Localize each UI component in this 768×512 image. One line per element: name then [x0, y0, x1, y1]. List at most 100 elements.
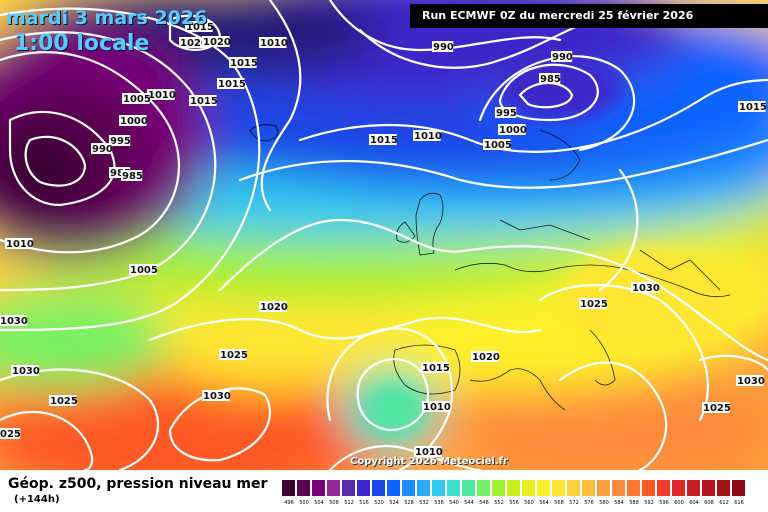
forecast-offset: (+144h) — [14, 494, 60, 505]
forecast-date: mardi 3 mars 2026 — [6, 7, 208, 29]
legend-swatch — [387, 480, 401, 496]
map-footer: Géop. z500, pression niveau mer (+144h) … — [0, 470, 768, 512]
isobar-label-bg — [185, 21, 213, 32]
isobar-label: 1015 — [218, 79, 246, 90]
legend-tick-label: 516 — [359, 500, 369, 506]
isobar-label-bg — [202, 390, 230, 401]
legend-swatch — [732, 480, 746, 496]
legend-swatch — [657, 480, 671, 496]
legend-swatch — [417, 480, 431, 496]
isobar-label-bg — [119, 115, 147, 126]
legend-swatch — [507, 480, 521, 496]
chart-title: Géop. z500, pression niveau mer — [8, 476, 268, 492]
legend-tick-label: 548 — [479, 500, 489, 506]
isobar-label: 1020 — [180, 38, 208, 49]
isobar-label: 1010 — [6, 239, 34, 250]
isobar-label-bg — [259, 37, 287, 48]
legend-tick-label: 540 — [449, 500, 459, 506]
legend-tick-label: 512 — [344, 500, 354, 506]
isobar-label-bg — [217, 78, 245, 89]
legend-swatch — [477, 480, 491, 496]
isobar-label: 1030 — [12, 366, 40, 377]
legend-tick-label: 588 — [629, 500, 639, 506]
legend-swatch — [342, 480, 356, 496]
model-run-info: Run ECMWF 0Z du mercredi 25 février 2026 — [410, 4, 768, 28]
isobar-label-bg — [129, 264, 157, 275]
isobar-label-bg — [413, 130, 441, 141]
isobar-label-bg — [122, 93, 150, 104]
legend-tick-label: 496 — [284, 500, 294, 506]
legend-swatch — [432, 480, 446, 496]
legend-tick-label: 576 — [584, 500, 594, 506]
legend-swatch — [552, 480, 566, 496]
isobar-label: 1030 — [0, 316, 28, 327]
isobar-label-bg — [259, 301, 287, 312]
isobar-label: 1015 — [422, 363, 450, 374]
legend-tick-label: 608 — [704, 500, 714, 506]
legend-tick-label: 580 — [599, 500, 609, 506]
isobar-label: 1000 — [120, 116, 148, 127]
isobar-label-bg — [229, 57, 257, 68]
legend-tick-label: 500 — [299, 500, 309, 506]
legend-swatch — [627, 480, 641, 496]
isobar-label-bg — [91, 143, 113, 154]
isobar-label: 1000 — [499, 125, 527, 136]
legend-tick-label: 584 — [614, 500, 624, 506]
isobar-label: 1015 — [190, 96, 218, 107]
legend-tick-label: 592 — [644, 500, 654, 506]
isobar-label: 1015 — [370, 135, 398, 146]
forecast-time: 1:00 locale — [14, 31, 150, 56]
color-legend: 496 500 504 508 512 516 520 524 528 532 536 540 544 5… — [282, 480, 758, 510]
legend-swatch — [717, 480, 731, 496]
isobar-label-bg — [11, 365, 39, 376]
isobar-label: 1015 — [230, 58, 258, 69]
isobar-label: 1015 — [739, 102, 767, 113]
isobar-label: 1030 — [632, 283, 660, 294]
isobar-label-bg — [0, 428, 21, 439]
legend-swatch — [372, 480, 386, 496]
legend-swatch — [612, 480, 626, 496]
copyright-notice: Copyright 2026 Meteociel.fr — [350, 456, 508, 467]
isobar-label: 1030 — [737, 376, 765, 387]
legend-tick-label: 564 — [539, 500, 549, 506]
legend-tick-label: 544 — [464, 500, 474, 506]
legend-tick-label: 572 — [569, 500, 579, 506]
legend-swatch — [672, 480, 686, 496]
isobar-label-bg — [483, 139, 511, 150]
isobar-label-bg — [702, 402, 730, 413]
isobar-label: 1010 — [260, 38, 288, 49]
isobar-label: 1020 — [203, 37, 231, 48]
isobar-label: 995 — [110, 136, 131, 147]
legend-tick-label: 600 — [674, 500, 684, 506]
isobar-label: 1010 — [423, 402, 451, 413]
isobar-label-bg — [179, 37, 207, 48]
legend-tick-label: 508 — [329, 500, 339, 506]
isobar-label-bg — [579, 298, 607, 309]
isobar-label-bg — [738, 101, 766, 112]
legend-tick-label: 532 — [419, 500, 429, 506]
legend-swatch — [642, 480, 656, 496]
legend-tick-label: 520 — [374, 500, 384, 506]
legend-swatch — [687, 480, 701, 496]
legend-swatch — [462, 480, 476, 496]
isobar-label: 985 — [540, 74, 561, 85]
isobar-label-bg — [432, 41, 454, 52]
isobar-label-bg — [471, 351, 499, 362]
isobar-label-bg — [495, 107, 517, 118]
isobar-label-bg — [422, 401, 450, 412]
isobar-label-bg — [189, 95, 217, 106]
legend-swatch — [492, 480, 506, 496]
legend-swatch — [447, 480, 461, 496]
legend-tick-label: 556 — [509, 500, 519, 506]
isobar-label-bg — [121, 170, 143, 181]
weather-map: 1015 1020 1020 1010 1015 1015 1015 1010 1005 1000… — [0, 0, 768, 470]
isobar-label-bg — [498, 124, 526, 135]
legend-tick-label: 612 — [719, 500, 729, 506]
legend-tick-label: 604 — [689, 500, 699, 506]
isobar-label: 985 — [110, 168, 131, 179]
legend-swatch — [567, 480, 581, 496]
isobar-label: 1025 — [220, 350, 248, 361]
isobar-label-bg — [539, 73, 561, 84]
legend-tick-label: 504 — [314, 500, 324, 506]
